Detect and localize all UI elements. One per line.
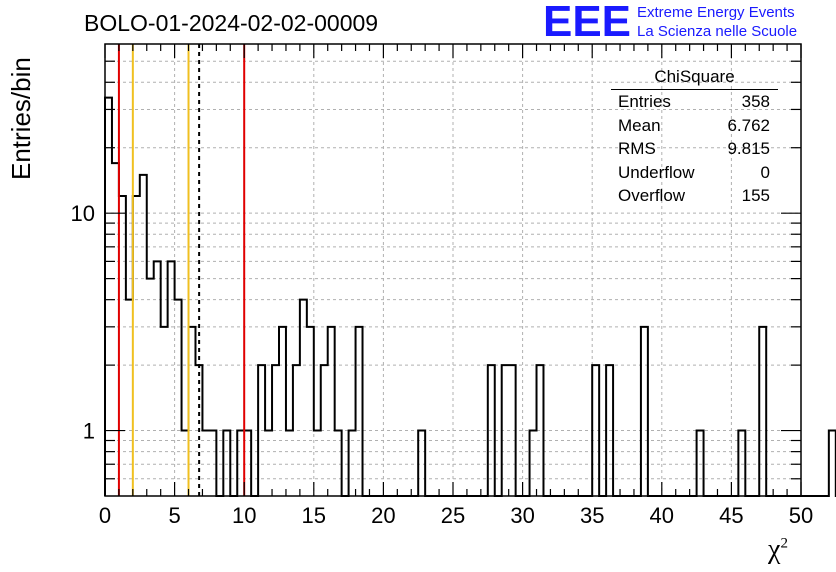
x-tick-label: 50 — [789, 503, 813, 528]
histogram-bin — [759, 327, 766, 496]
histogram-bin — [105, 98, 112, 496]
y-tick-label: 1 — [83, 419, 95, 444]
stats-row-entries: Entries 358 — [618, 92, 770, 111]
x-tick-label: 25 — [441, 503, 465, 528]
stats-title: ChiSquare — [611, 66, 778, 90]
histogram-bin — [300, 300, 307, 496]
x-tick-label: 35 — [580, 503, 604, 528]
histogram-bin — [328, 327, 335, 496]
logo-letters: EEE — [543, 0, 631, 42]
x-tick-label: 20 — [371, 503, 395, 528]
logo-caption: Extreme Energy Events La Scienza nelle S… — [637, 3, 797, 41]
logo-line-2: La Scienza nelle Scuole — [637, 23, 798, 40]
x-tick-label: 30 — [510, 503, 534, 528]
x-axis-label-main: χ — [768, 534, 781, 565]
histogram-bin — [119, 196, 126, 496]
histogram-bin — [175, 300, 182, 496]
x-axis-label-sup: 2 — [780, 535, 788, 552]
histogram-bin — [279, 327, 286, 496]
stats-row-rms: RMS 9.815 — [618, 139, 770, 158]
x-tick-label: 40 — [650, 503, 674, 528]
histogram-bin — [161, 327, 168, 496]
x-tick-label: 5 — [168, 503, 180, 528]
x-axis-label: χ2 — [768, 534, 788, 566]
histogram-bin — [147, 279, 154, 496]
histogram-bin — [126, 300, 133, 496]
histogram-bin — [154, 261, 161, 496]
histogram-bin — [168, 261, 175, 496]
histogram-bin — [356, 327, 363, 496]
histogram-bin — [307, 327, 314, 496]
stats-row-mean: Mean 6.762 — [618, 115, 770, 135]
y-tick-label: 10 — [71, 201, 95, 226]
histogram-bin — [829, 431, 836, 496]
x-tick-label: 10 — [232, 503, 256, 528]
logo-line-1: Extreme Energy Events — [637, 4, 795, 21]
x-tick-label: 0 — [99, 503, 111, 528]
stats-row-overflow: Overflow 155 — [618, 186, 770, 205]
chart-title: BOLO-01-2024-02-02-00009 — [84, 10, 379, 36]
histogram-bin — [641, 327, 648, 496]
eee-logo: EEE — [543, 0, 631, 42]
stats-row-underflow: Underflow 0 — [618, 162, 770, 182]
y-axis-label: Entries/bin — [6, 57, 36, 180]
histogram-bin — [189, 327, 196, 496]
x-tick-label: 15 — [302, 503, 326, 528]
x-tick-label: 45 — [719, 503, 743, 528]
stats-box: ChiSquare Entries 358 Mean 6.762 RMS 9.815 … — [611, 66, 778, 208]
histogram-bin — [133, 196, 140, 496]
